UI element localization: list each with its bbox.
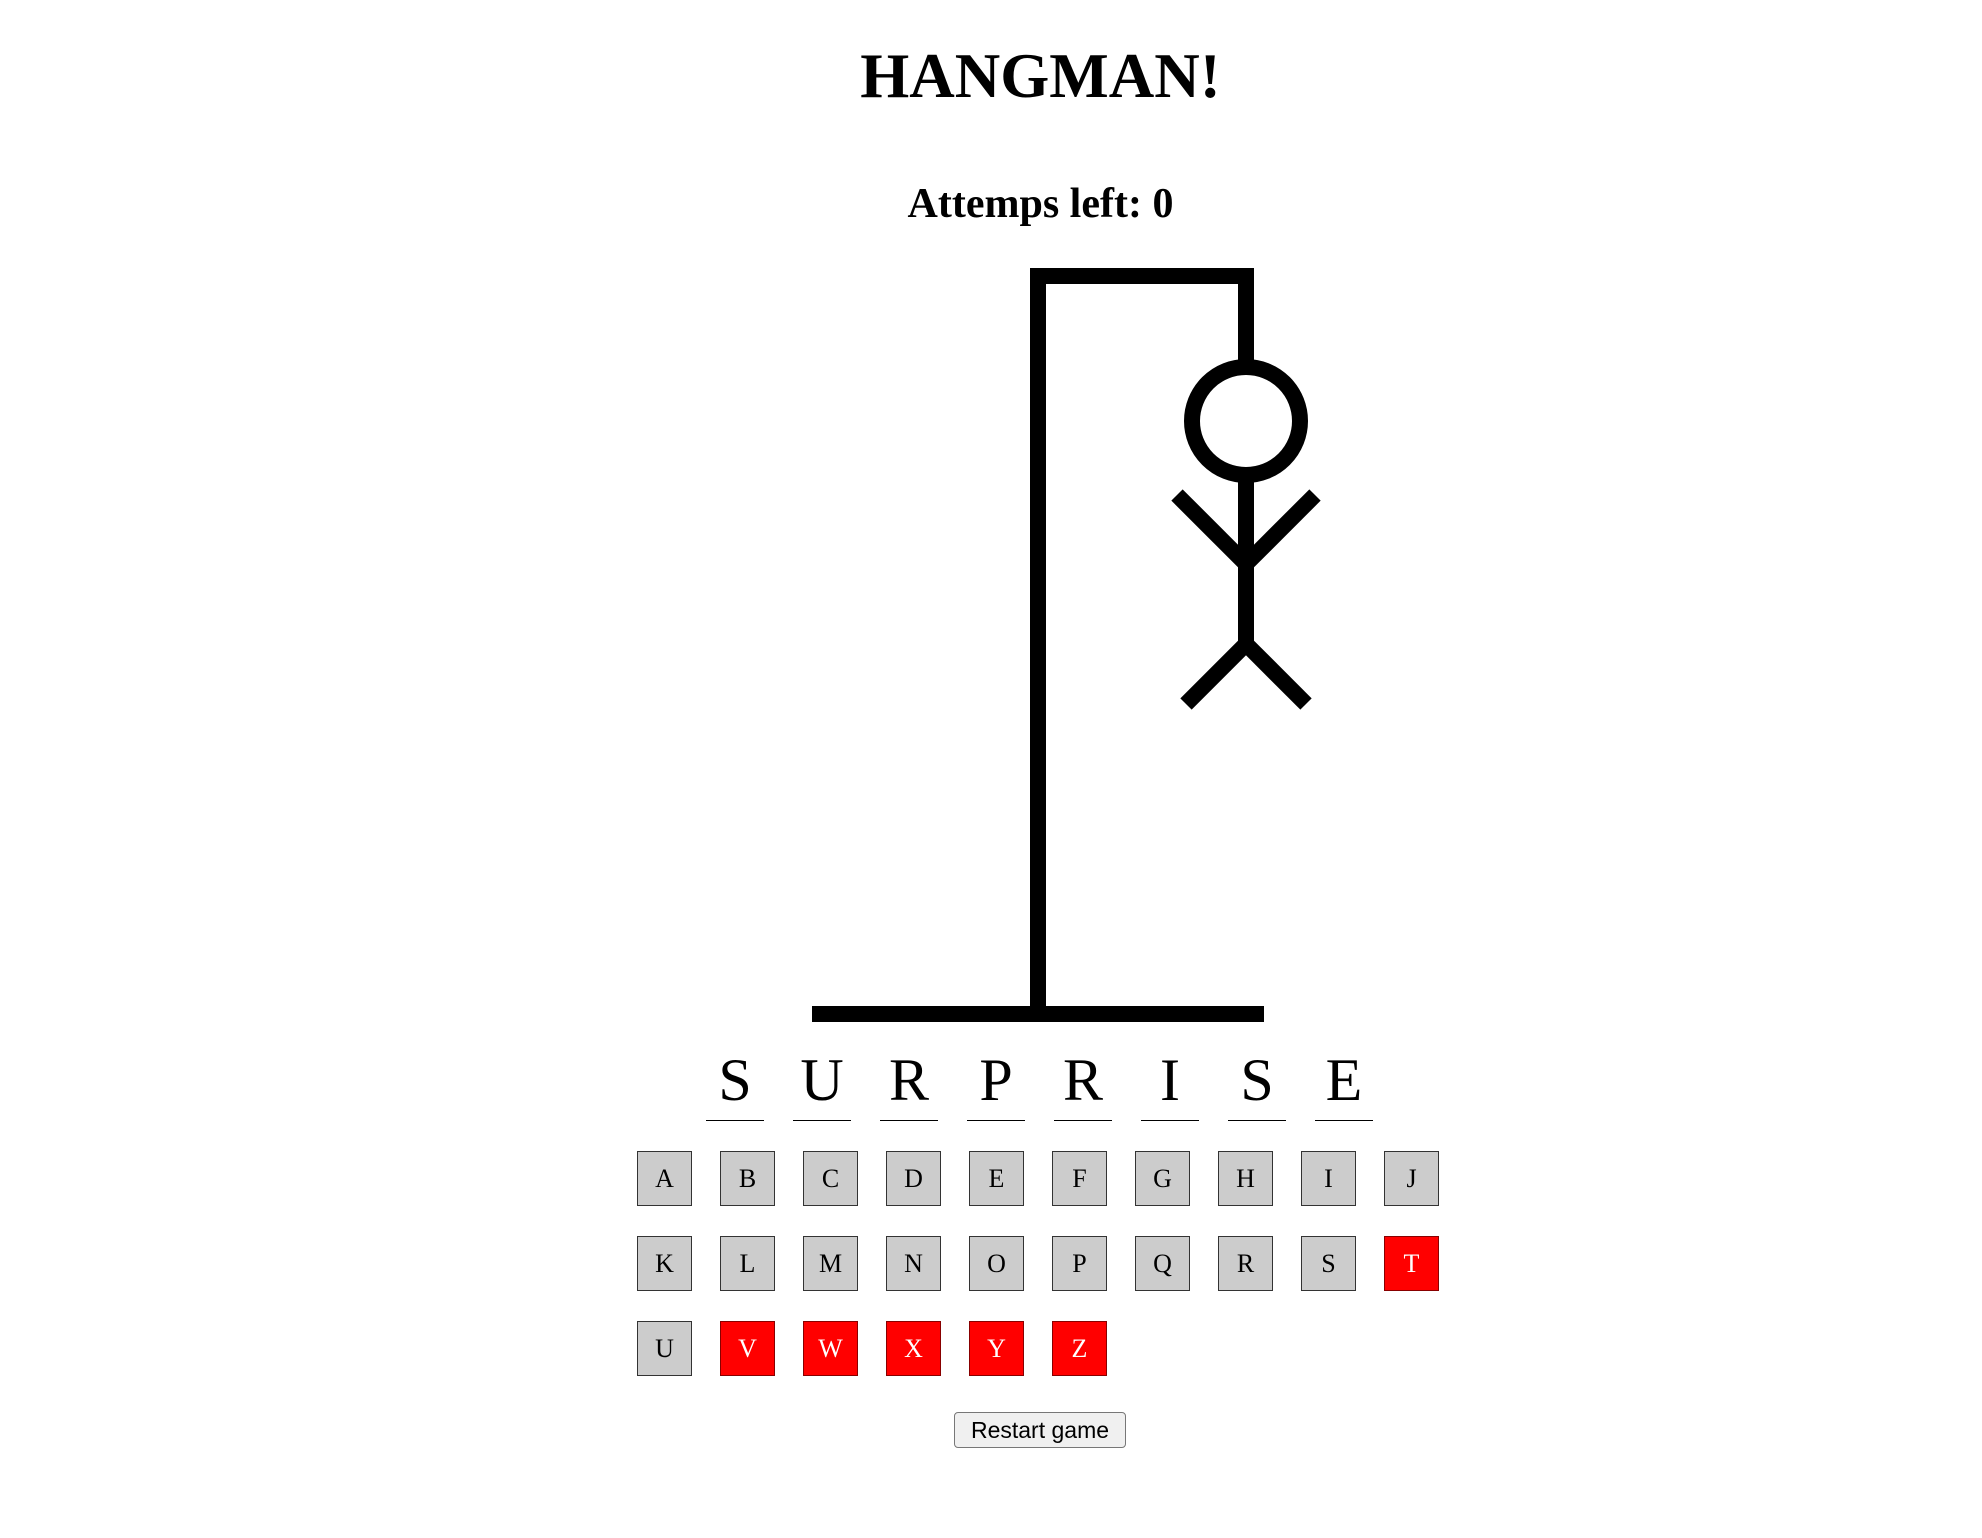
- letter-key-i[interactable]: I: [1301, 1151, 1356, 1206]
- letter-key-v[interactable]: V: [720, 1321, 775, 1376]
- letter-key-n[interactable]: N: [886, 1236, 941, 1291]
- letter-key-u[interactable]: U: [637, 1321, 692, 1376]
- letter-key-l[interactable]: L: [720, 1236, 775, 1291]
- letter-key-z[interactable]: Z: [1052, 1321, 1107, 1376]
- letter-key-g[interactable]: G: [1135, 1151, 1190, 1206]
- word-letter-slot: R: [1054, 1040, 1112, 1121]
- letter-key-x[interactable]: X: [886, 1321, 941, 1376]
- man-right-arm: [1240, 489, 1321, 570]
- game-title: HANGMAN!: [860, 41, 1221, 111]
- letter-key-k[interactable]: K: [637, 1236, 692, 1291]
- attempts-label: Attemps left:: [907, 181, 1153, 227]
- letter-key-t[interactable]: T: [1384, 1236, 1439, 1291]
- letter-key-q[interactable]: Q: [1135, 1236, 1190, 1291]
- word-letter-slot: S: [1228, 1040, 1286, 1121]
- word-letter-slot: E: [1315, 1040, 1373, 1121]
- letter-key-s[interactable]: S: [1301, 1236, 1356, 1291]
- word-letter-slot: S: [706, 1040, 764, 1121]
- letter-key-o[interactable]: O: [969, 1236, 1024, 1291]
- man-left-leg: [1180, 638, 1252, 710]
- word-letter-slot: U: [793, 1040, 851, 1121]
- letter-key-e[interactable]: E: [969, 1151, 1024, 1206]
- letter-key-d[interactable]: D: [886, 1151, 941, 1206]
- letter-key-r[interactable]: R: [1218, 1236, 1273, 1291]
- letter-key-b[interactable]: B: [720, 1151, 775, 1206]
- man-head: [1184, 359, 1308, 483]
- letter-key-y[interactable]: Y: [969, 1321, 1024, 1376]
- letter-key-j[interactable]: J: [1384, 1151, 1439, 1206]
- letter-key-m[interactable]: M: [803, 1236, 858, 1291]
- word-letter-slot: R: [880, 1040, 938, 1121]
- attempts-counter: Attemps left: 0: [0, 174, 1982, 234]
- attempts-value: 0: [1152, 181, 1174, 227]
- word-letter-slot: P: [967, 1040, 1025, 1121]
- letter-key-a[interactable]: A: [637, 1151, 692, 1206]
- hanged-man: [1171, 359, 1321, 710]
- letter-key-p[interactable]: P: [1052, 1236, 1107, 1291]
- restart-game-button[interactable]: Restart game: [954, 1412, 1126, 1448]
- letter-key-h[interactable]: H: [1218, 1151, 1273, 1206]
- gallows: [812, 268, 1264, 1022]
- man-left-arm: [1171, 489, 1252, 570]
- man-right-leg: [1240, 638, 1312, 710]
- word-letter-slot: I: [1141, 1040, 1199, 1121]
- letter-key-f[interactable]: F: [1052, 1151, 1107, 1206]
- letter-key-w[interactable]: W: [803, 1321, 858, 1376]
- letter-key-c[interactable]: C: [803, 1151, 858, 1206]
